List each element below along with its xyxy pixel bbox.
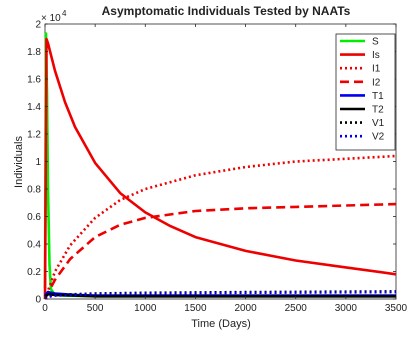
series-line-i2 <box>43 202 397 300</box>
ticks-layer: 0 500 1000 1500 2000 2500 3000 3500 0 0.2 0.4 0.6 0.… <box>27 20 407 315</box>
series-line-i1 <box>43 154 397 300</box>
plot-area: 0 500 1000 1500 2000 2500 3000 3500 0 0.2 0.4 0.6 0.… <box>27 20 407 315</box>
chart-title: Asymptomatic Individuals Tested by NAATs <box>102 4 351 18</box>
y-exponent-base: × 10 <box>41 13 61 24</box>
y-tick-label: 2 <box>35 20 41 31</box>
x-tick-label: 0 <box>42 303 48 314</box>
legend-label-v2: V2 <box>372 132 385 143</box>
y-exponent-power: 4 <box>62 9 67 18</box>
x-tick-label: 2000 <box>234 303 257 314</box>
legend-label-s: S <box>372 37 379 48</box>
series-layer <box>43 32 397 300</box>
y-tick-label: 1.4 <box>27 102 41 113</box>
x-tick-label: 2500 <box>285 303 308 314</box>
x-tick-label: 3500 <box>385 303 408 314</box>
y-tick-label: 0 <box>35 295 41 306</box>
series-line-t2 <box>44 292 396 298</box>
y-tick-label: 1.2 <box>27 130 41 141</box>
legend-label-t2: T2 <box>372 105 384 116</box>
x-tick-label: 500 <box>87 303 104 314</box>
y-exponent: × 10 4 <box>41 9 67 24</box>
y-tick-label: 1.8 <box>27 47 41 58</box>
y-tick-label: 1 <box>35 157 41 168</box>
x-axis-label: Time (Days) <box>191 318 250 330</box>
y-tick-label: 1.6 <box>27 75 41 86</box>
series-line-is <box>43 37 397 300</box>
legend-label-t1: T1 <box>372 91 384 102</box>
x-tick-label: 1500 <box>184 303 207 314</box>
y-tick-label: 0.6 <box>27 212 41 223</box>
y-tick-label: 0.2 <box>27 267 41 278</box>
x-tick-label: 3000 <box>335 303 358 314</box>
legend-label-is: Is <box>372 50 380 61</box>
legend-box <box>335 33 396 151</box>
legend-label-i1: I1 <box>372 64 381 75</box>
y-axis-label: Individuals <box>13 136 25 188</box>
y-tick-label: 0.4 <box>27 240 41 251</box>
legend: S Is I1 I2 T1 T2 V1 V2 <box>335 33 396 151</box>
legend-label-i2: I2 <box>372 77 381 88</box>
legend-label-v1: V1 <box>372 118 385 129</box>
series-line-v2 <box>44 290 397 300</box>
x-tick-label: 1000 <box>134 303 157 314</box>
y-tick-label: 0.8 <box>27 185 41 196</box>
